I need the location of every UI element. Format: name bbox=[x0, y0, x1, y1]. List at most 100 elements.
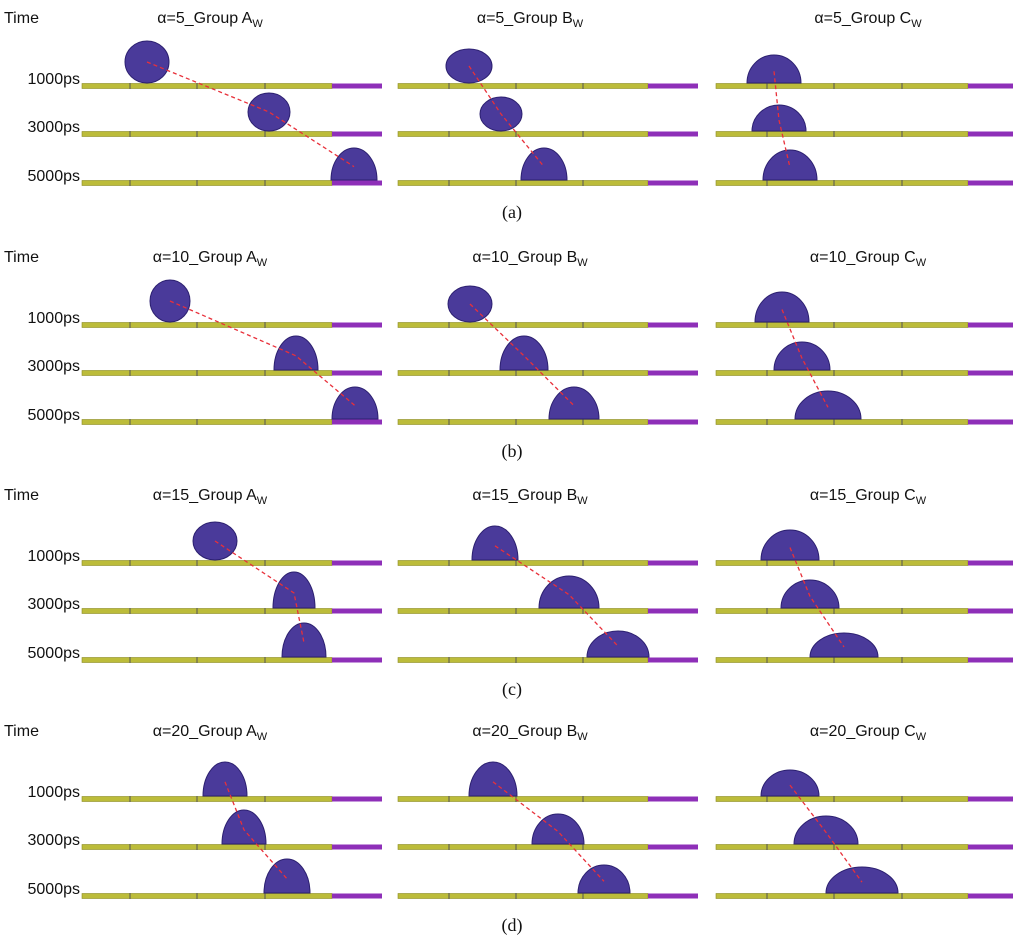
droplet bbox=[202, 761, 248, 797]
panel-caption: (a) bbox=[502, 202, 522, 223]
substrate bbox=[397, 83, 649, 89]
substrate bbox=[715, 893, 969, 899]
trajectory bbox=[469, 303, 575, 407]
substrate bbox=[715, 131, 969, 137]
substrate bbox=[81, 419, 333, 425]
title-main: α=5_Group B bbox=[477, 10, 573, 27]
substrate-end bbox=[648, 560, 698, 566]
droplet bbox=[531, 813, 585, 845]
substrate-end bbox=[332, 560, 382, 566]
substrate bbox=[81, 608, 333, 614]
column-title: α=20_Group BW bbox=[472, 723, 588, 743]
substrate-end bbox=[968, 893, 1013, 899]
title-sub: W bbox=[257, 495, 268, 507]
droplet bbox=[794, 390, 862, 420]
title-sub: W bbox=[573, 18, 584, 30]
substrate-end bbox=[648, 608, 698, 614]
title-main: α=15_Group C bbox=[810, 487, 916, 504]
substrate bbox=[397, 608, 649, 614]
title-main: α=10_Group A bbox=[153, 249, 257, 266]
substrate-end bbox=[648, 893, 698, 899]
substrate bbox=[715, 608, 969, 614]
substrate bbox=[397, 844, 649, 850]
substrate-end bbox=[648, 322, 698, 328]
droplet bbox=[221, 809, 267, 845]
substrate bbox=[81, 657, 333, 663]
column-title: α=15_Group AW bbox=[153, 487, 268, 507]
panel-caption: (c) bbox=[502, 679, 522, 700]
substrate-end bbox=[332, 608, 382, 614]
substrate-end bbox=[648, 844, 698, 850]
time-row-label: 5000ps bbox=[28, 407, 81, 424]
title-sub: W bbox=[577, 495, 588, 507]
title-sub: W bbox=[916, 495, 927, 507]
trajectory bbox=[214, 540, 305, 643]
substrate bbox=[715, 180, 969, 186]
substrate bbox=[397, 657, 649, 663]
substrate bbox=[715, 796, 969, 802]
substrate-end bbox=[968, 560, 1013, 566]
column-title: α=10_Group AW bbox=[153, 249, 268, 269]
trajectory bbox=[494, 545, 619, 647]
time-row-label: 3000ps bbox=[28, 358, 81, 375]
droplet bbox=[471, 525, 519, 561]
title-sub: W bbox=[257, 731, 268, 743]
trajectory bbox=[169, 300, 356, 407]
time-row-label: 5000ps bbox=[28, 168, 81, 185]
title-main: α=20_Group C bbox=[810, 723, 916, 740]
column-title: α=20_Group CW bbox=[810, 723, 927, 743]
substrate bbox=[81, 796, 333, 802]
trajectory bbox=[773, 71, 791, 168]
substrate-end bbox=[648, 180, 698, 186]
title-main: α=15_Group B bbox=[472, 487, 577, 504]
droplet bbox=[760, 769, 820, 797]
substrate bbox=[81, 370, 333, 376]
title-main: α=5_Group C bbox=[814, 10, 911, 27]
time-row-label: 1000ps bbox=[28, 71, 81, 88]
droplet bbox=[499, 335, 549, 371]
substrate-end bbox=[968, 844, 1013, 850]
droplet bbox=[468, 761, 518, 797]
time-row-label: 3000ps bbox=[28, 119, 81, 136]
substrate bbox=[81, 893, 333, 899]
title-main: α=10_Group C bbox=[810, 249, 916, 266]
substrate-end bbox=[968, 796, 1013, 802]
substrate-end bbox=[332, 322, 382, 328]
trajectory bbox=[789, 547, 845, 648]
title-main: α=20_Group A bbox=[153, 723, 257, 740]
substrate bbox=[715, 844, 969, 850]
title-sub: W bbox=[577, 257, 588, 269]
droplet bbox=[746, 54, 802, 84]
substrate bbox=[715, 657, 969, 663]
title-main: α=20_Group B bbox=[472, 723, 577, 740]
trajectory bbox=[468, 65, 545, 168]
droplet bbox=[548, 386, 600, 420]
droplet bbox=[762, 149, 818, 181]
title-sub: W bbox=[916, 257, 927, 269]
column-title: α=5_Group CW bbox=[814, 10, 922, 30]
trajectory bbox=[146, 61, 355, 168]
droplet bbox=[272, 571, 316, 609]
title-sub: W bbox=[257, 257, 268, 269]
droplet bbox=[773, 341, 831, 371]
time-row-label: 1000ps bbox=[28, 548, 81, 565]
substrate-end bbox=[332, 419, 382, 425]
trajectory bbox=[781, 309, 829, 408]
substrate-end bbox=[648, 370, 698, 376]
droplet bbox=[809, 632, 879, 658]
time-row-label: 3000ps bbox=[28, 596, 81, 613]
time-label: Time bbox=[4, 723, 39, 740]
panel-caption: (d) bbox=[502, 915, 523, 936]
droplet bbox=[780, 579, 840, 609]
title-sub: W bbox=[911, 18, 922, 30]
title-main: α=15_Group A bbox=[153, 487, 257, 504]
droplet bbox=[760, 529, 820, 561]
title-sub: W bbox=[252, 18, 263, 30]
substrate-end bbox=[648, 131, 698, 137]
substrate bbox=[81, 322, 333, 328]
droplet bbox=[520, 147, 568, 181]
time-row-label: 5000ps bbox=[28, 645, 81, 662]
substrate-end bbox=[968, 608, 1013, 614]
droplet bbox=[577, 864, 631, 894]
